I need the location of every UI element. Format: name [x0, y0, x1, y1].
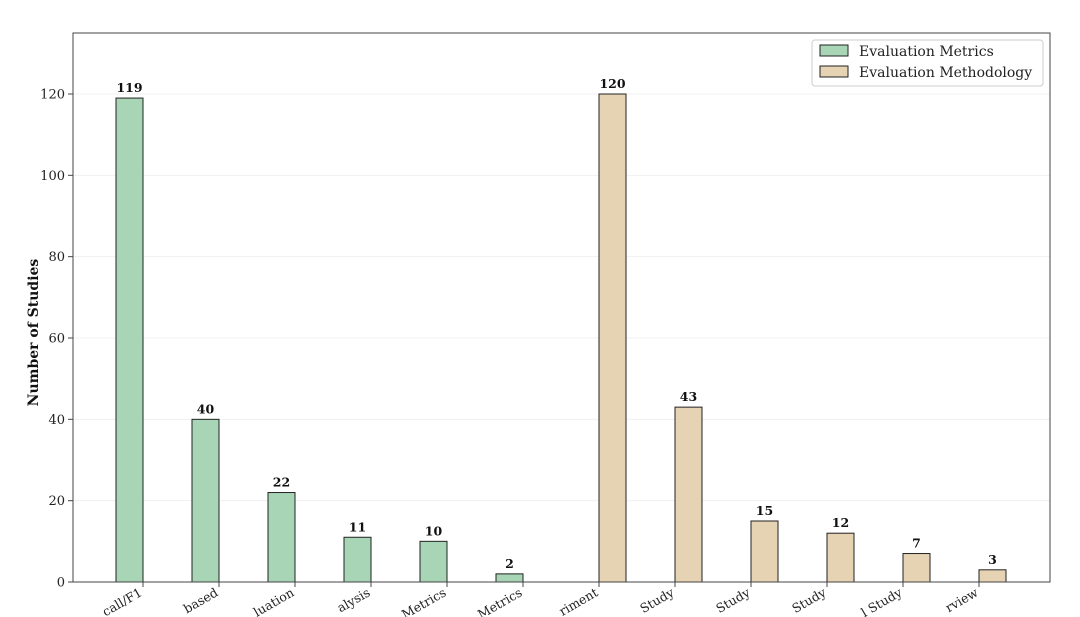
y-tick-label: 0	[57, 576, 65, 591]
x-tick-label: Study	[713, 584, 753, 616]
x-tick-label: riment	[556, 585, 600, 617]
bar-evaluation-metrics	[419, 540, 448, 583]
x-tick-label: Study	[789, 584, 829, 616]
x-tick-label: luation	[251, 585, 297, 617]
x-tick-label: Metrics	[399, 585, 449, 617]
y-tick-label: 80	[48, 250, 65, 265]
data-labels: 119 40 22 11 10 2 120 43 15 12 7 3	[116, 76, 996, 571]
bar-value-label: 40	[197, 401, 215, 416]
bar-value-label: 22	[273, 475, 290, 490]
bar-evaluation-metrics	[191, 418, 220, 583]
y-tick-label: 40	[48, 413, 65, 428]
bar-value-label: 119	[116, 80, 142, 95]
x-axis-tick-labels: call/F1 based luation alysis Metrics Metrics r…	[100, 582, 981, 617]
legend-label-evaluation-metrics: Evaluation Metrics	[859, 44, 994, 60]
y-axis-title: Number of Studies	[26, 259, 42, 407]
bar-value-label: 2	[505, 556, 514, 571]
legend-swatch-evaluation-methodology	[819, 65, 849, 78]
legend-swatch-evaluation-metrics	[819, 44, 849, 57]
bar-evaluation-metrics	[115, 97, 144, 583]
legend-frame	[811, 39, 1044, 87]
bar-value-label: 15	[756, 503, 773, 518]
bar-value-label: 11	[349, 519, 366, 534]
bar-evaluation-metrics	[495, 573, 524, 583]
bar-evaluation-methodology	[978, 569, 1007, 583]
plot-area-frame	[72, 32, 1051, 583]
gridlines	[73, 93, 1050, 502]
bar-evaluation-metrics	[343, 536, 372, 583]
y-tick-label: 60	[48, 332, 65, 347]
x-tick-label: rview	[943, 584, 981, 615]
y-tick-label: 100	[40, 169, 65, 184]
y-axis-ticks: 0 20 40 60 80 100 120	[40, 88, 73, 591]
y-tick-label: 20	[48, 494, 65, 509]
bar-value-label: 10	[425, 523, 443, 538]
bar-value-label: 43	[680, 389, 697, 404]
bar-value-label: 12	[832, 515, 849, 530]
bars	[115, 93, 1007, 583]
bar-value-label: 7	[912, 536, 921, 551]
bar-evaluation-methodology	[826, 532, 855, 583]
bar-value-label: 3	[988, 552, 997, 567]
bar-evaluation-metrics	[267, 492, 296, 583]
bar-evaluation-methodology	[750, 520, 779, 583]
bar-value-label: 120	[599, 76, 625, 91]
bar-evaluation-methodology	[598, 93, 627, 583]
x-tick-label: based	[181, 585, 221, 617]
x-tick-label: call/F1	[100, 585, 145, 617]
x-tick-label: l Study	[858, 584, 905, 617]
bar-evaluation-methodology	[902, 553, 931, 583]
x-tick-label: Metrics	[475, 585, 525, 617]
legend: Evaluation Metrics Evaluation Methodolog…	[811, 39, 1044, 87]
legend-label-evaluation-methodology: Evaluation Methodology	[859, 65, 1032, 81]
y-tick-label: 120	[40, 88, 65, 103]
x-tick-label: alysis	[334, 585, 372, 616]
bar-evaluation-methodology	[674, 406, 703, 583]
x-tick-label: Study	[637, 584, 677, 616]
